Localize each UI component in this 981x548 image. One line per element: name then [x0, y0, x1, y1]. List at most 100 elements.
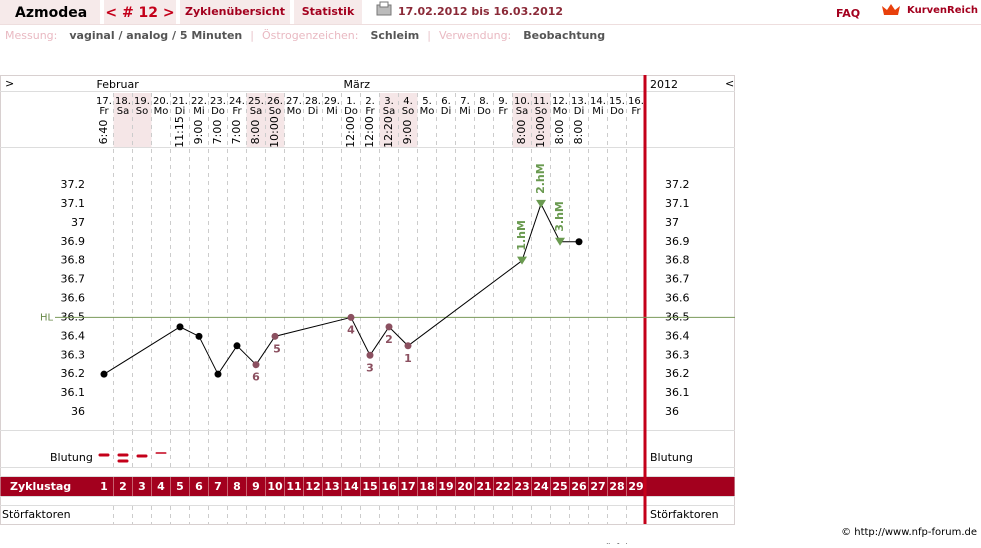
weekday: Do: [344, 106, 358, 117]
day: 13.: [571, 96, 587, 107]
day: 16.: [628, 96, 644, 107]
day: 19.: [134, 96, 150, 107]
logo[interactable]: KurvenReich: [907, 5, 978, 16]
user-name: Azmodea: [15, 5, 87, 21]
weekday: Do: [477, 106, 491, 117]
weekday: Sa: [516, 106, 528, 117]
cycle-day: 9: [252, 480, 260, 493]
peak-label: 3.hM: [553, 201, 566, 232]
day: 2.: [365, 96, 375, 107]
day: 4.: [403, 96, 413, 107]
year: 2012: [650, 78, 678, 91]
cycle-day: 14: [343, 480, 359, 493]
info-row: Messung: vaginal / analog / 5 Minuten | Öst…: [5, 29, 605, 42]
day: 12.: [552, 96, 568, 107]
time: 8:00: [572, 120, 585, 145]
y-tick-label: 36.6: [665, 292, 690, 305]
tab-bg[interactable]: [180, 0, 290, 24]
time: 12:20: [382, 116, 395, 148]
weekday: Mi: [326, 106, 337, 117]
weekday: Di: [574, 106, 584, 117]
day: 9.: [498, 96, 508, 107]
weekday: Mi: [592, 106, 603, 117]
point-label: 4: [347, 323, 355, 336]
time: 10:00: [268, 116, 281, 148]
weekday: Sa: [117, 106, 129, 117]
weekend-shade: [265, 93, 285, 148]
separator: |: [250, 29, 254, 42]
temperature-point: [100, 370, 108, 378]
tab[interactable]: Statistik: [302, 5, 355, 18]
cycle-day: 6: [195, 480, 203, 493]
time: 9:00: [192, 120, 205, 145]
day: 11.: [533, 96, 549, 107]
day: 14.: [590, 96, 606, 107]
time: 12:00: [363, 116, 376, 148]
bleeding-mark: [117, 459, 129, 463]
temperature-point: [233, 342, 241, 350]
y-tick-label: 36.7: [61, 273, 86, 286]
weekend-shade: [379, 93, 399, 148]
cycle-day: 16: [381, 480, 397, 493]
temperature-point: [366, 351, 374, 359]
time: 7:00: [230, 120, 243, 145]
y-tick-label: 36.3: [665, 348, 690, 361]
y-tick-label: 36.4: [61, 329, 86, 342]
cycle-day: 13: [324, 480, 339, 493]
day: 22.: [191, 96, 207, 107]
peak-marker: [536, 199, 546, 208]
logo-icon: [882, 4, 900, 15]
cycle-nav[interactable]: < # 12 >: [105, 5, 174, 21]
nav: >: [5, 77, 14, 90]
chart-frame: [0, 75, 735, 525]
y-tick-label: 37: [665, 216, 679, 229]
weekday: Fr: [631, 106, 641, 117]
day: 20.: [153, 96, 169, 107]
weekday: Sa: [250, 106, 262, 117]
bleeding-mark: [117, 453, 129, 457]
cycle-day: 28: [609, 480, 624, 493]
y-tick-label: 36: [665, 405, 679, 418]
cycle-day: 12: [305, 480, 320, 493]
day: 25.: [248, 96, 264, 107]
temperature-point: [404, 342, 412, 350]
point-label: 6: [252, 371, 260, 384]
weekday: Di: [308, 106, 318, 117]
cycle-day: 5: [176, 480, 184, 493]
cycle-tab[interactable]: [104, 0, 176, 24]
peak-label: 1.hM: [515, 220, 528, 251]
day: 27.: [286, 96, 302, 107]
user-tab: [0, 0, 100, 24]
cycle-day: 19: [438, 480, 453, 493]
point-label: 1: [404, 352, 412, 365]
peak-label: 2.hM: [534, 163, 547, 194]
day: 29.: [324, 96, 340, 107]
day: 28.: [305, 96, 321, 107]
day: 10.: [514, 96, 530, 107]
temperature-point: [575, 238, 583, 246]
temperature-point: [347, 313, 355, 321]
month: März: [344, 78, 371, 91]
faq-link[interactable]: FAQ: [836, 7, 860, 20]
weekend-shade: [398, 93, 418, 148]
weekday: Do: [610, 106, 624, 117]
weekday: So: [269, 106, 281, 117]
peak-marker: [517, 256, 527, 265]
weekend-shade: [512, 93, 532, 148]
y-tick-label: 36.1: [665, 386, 690, 399]
cycle-day: 15: [362, 480, 377, 493]
day: 18.: [115, 96, 131, 107]
cycle-day: 10: [267, 480, 283, 493]
info-value: vaginal / analog / 5 Minuten: [69, 29, 242, 42]
tab-bg[interactable]: [294, 0, 362, 24]
weekday: Fr: [99, 106, 109, 117]
y-tick-label: 36.9: [665, 235, 690, 248]
weekday: Fr: [232, 106, 242, 117]
footer: © http://www.nfp-forum.de: [841, 527, 977, 538]
day: 1.: [346, 96, 356, 107]
tab[interactable]: Zyklenübersicht: [185, 5, 285, 18]
weekday: So: [535, 106, 547, 117]
time: 8:00: [515, 120, 528, 145]
